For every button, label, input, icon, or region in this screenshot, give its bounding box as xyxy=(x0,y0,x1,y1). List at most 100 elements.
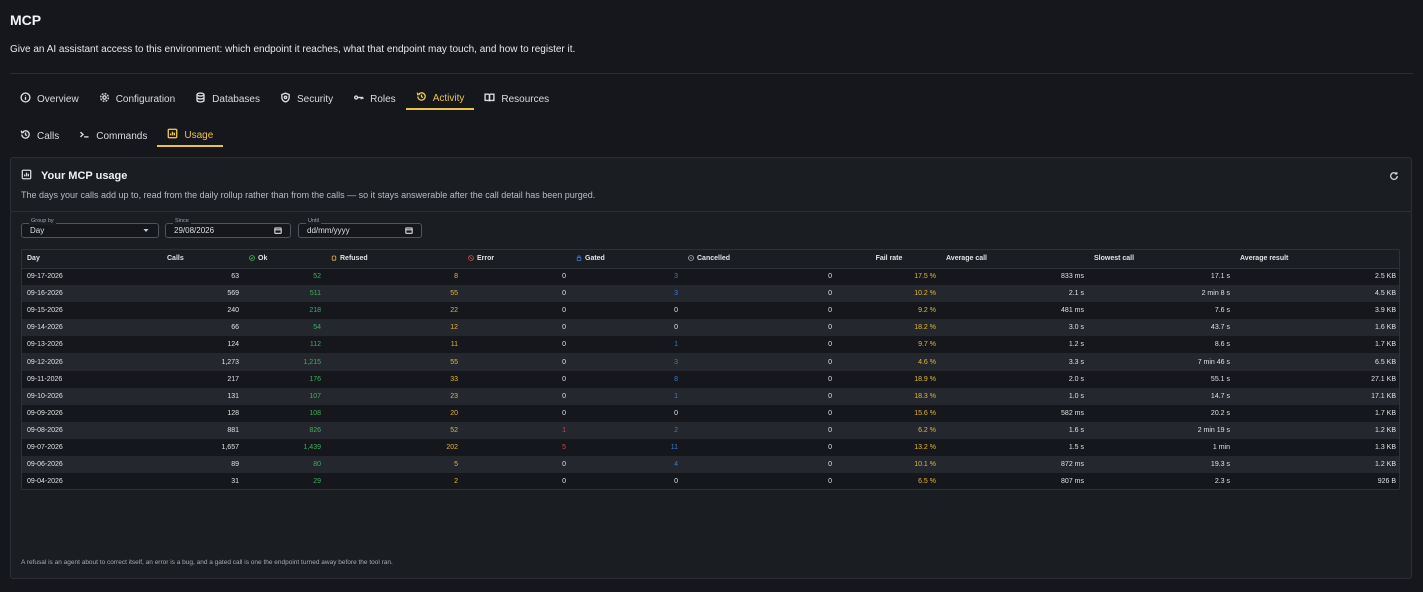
col-header-text: Refused xyxy=(340,255,368,263)
cell-average-call: 3.3 s xyxy=(941,353,1089,371)
col-header-average-call[interactable]: Average call xyxy=(941,250,1089,269)
tab-security[interactable]: Security xyxy=(270,88,343,110)
info-icon xyxy=(20,92,31,106)
cell-calls: 63 xyxy=(162,268,244,286)
col-header-slowest-call[interactable]: Slowest call xyxy=(1089,250,1235,269)
cell-error: 5 xyxy=(463,438,571,457)
cell-day: 09-12-2026 xyxy=(22,353,162,371)
cell-calls: 217 xyxy=(162,370,244,388)
cell-day: 09-07-2026 xyxy=(22,438,162,457)
table-row[interactable]: 09-04-2026 31 29 2 0 0 0 6.5 % 807 ms 2.3 s 926 B xyxy=(22,473,1399,489)
table-row[interactable]: 09-06-2026 89 80 5 0 4 0 10.1 % 872 ms 19.3 s 1.2 … xyxy=(22,456,1399,474)
tab-commands[interactable]: Commands xyxy=(69,125,157,147)
table-header-row: Day Calls Ok Refused Error Gated Cancell… xyxy=(22,250,1399,269)
col-header-day[interactable]: Day xyxy=(22,250,162,269)
history-icon xyxy=(416,91,427,105)
cell-ok: 52 xyxy=(244,268,326,286)
cell-error: 0 xyxy=(463,473,571,489)
table-row[interactable]: 09-17-2026 63 52 8 0 3 0 17.5 % 833 ms 17.1 s 2.5 … xyxy=(22,268,1399,286)
cell-gated: 1 xyxy=(571,336,683,354)
col-header-fail-rate[interactable]: Fail rate xyxy=(837,250,941,269)
cell-day: 09-10-2026 xyxy=(22,387,162,405)
cell-cancelled: 0 xyxy=(683,302,837,320)
hand-icon xyxy=(331,255,337,261)
cell-average-call: 1.6 s xyxy=(941,421,1089,439)
tab-roles[interactable]: Roles xyxy=(343,88,406,110)
cell-slowest-call: 7 min 46 s xyxy=(1089,353,1235,371)
cell-ok: 112 xyxy=(244,336,326,354)
table-row[interactable]: 09-11-2026 217 176 33 0 8 0 18.9 % 2.0 s 55.1 s 27… xyxy=(22,370,1399,388)
refresh-icon xyxy=(1389,170,1399,184)
cell-refused: 202 xyxy=(326,438,463,457)
tab-usage[interactable]: Usage xyxy=(157,125,224,147)
cell-gated: 4 xyxy=(571,456,683,474)
cell-slowest-call: 2.3 s xyxy=(1089,473,1235,489)
check-circle-icon xyxy=(249,255,255,262)
terminal-icon xyxy=(79,129,90,143)
table-row[interactable]: 09-10-2026 131 107 23 0 1 0 18.3 % 1.0 s 14.7 s 17… xyxy=(22,387,1399,405)
tab-label: Roles xyxy=(370,93,396,105)
refresh-button[interactable] xyxy=(1389,170,1401,182)
cell-ok: 108 xyxy=(244,404,326,422)
tab-activity[interactable]: Activity xyxy=(405,88,475,110)
cell-day: 09-16-2026 xyxy=(22,285,162,303)
since-date-input[interactable]: Since 29/08/2026 xyxy=(165,218,291,238)
table-row[interactable]: 09-14-2026 66 54 12 0 0 0 18.2 % 3.0 s 43.7 s 1.6 … xyxy=(22,319,1399,337)
since-value: 29/08/2026 xyxy=(174,226,215,235)
tab-label: Commands xyxy=(96,130,148,142)
col-header-error[interactable]: Error xyxy=(463,250,571,269)
tab-calls[interactable]: Calls xyxy=(10,125,69,147)
until-date-input[interactable]: Until dd/mm/yyyy xyxy=(298,218,422,238)
database-icon xyxy=(195,92,206,106)
cell-fail-rate: 18.2 % xyxy=(837,319,941,337)
cell-slowest-call: 17.1 s xyxy=(1089,268,1235,286)
cell-average-call: 1.0 s xyxy=(941,387,1089,405)
cell-refused: 55 xyxy=(326,353,463,371)
cell-cancelled: 0 xyxy=(683,353,837,371)
cell-day: 09-15-2026 xyxy=(22,302,162,320)
cell-average-result: 1.2 KB xyxy=(1235,421,1399,439)
cell-gated: 3 xyxy=(571,353,683,371)
cell-refused: 55 xyxy=(326,285,463,303)
table-row[interactable]: 09-15-2026 240 218 22 0 0 0 9.2 % 481 ms 7.6 s 3.9… xyxy=(22,302,1399,320)
cell-slowest-call: 55.1 s xyxy=(1089,370,1235,388)
col-header-calls[interactable]: Calls xyxy=(162,250,244,269)
col-header-average-result[interactable]: Average result xyxy=(1235,250,1399,269)
cell-fail-rate: 13.2 % xyxy=(837,438,941,457)
cell-cancelled: 0 xyxy=(683,438,837,457)
cell-cancelled: 0 xyxy=(683,336,837,354)
col-header-text: Error xyxy=(477,255,495,263)
table-row[interactable]: 09-13-2026 124 112 11 0 1 0 9.7 % 1.2 s 8.6 s 1.7 … xyxy=(22,336,1399,354)
col-header-text: Cancelled xyxy=(697,255,731,263)
cell-refused: 8 xyxy=(326,268,463,286)
col-header-cancelled[interactable]: Cancelled xyxy=(683,250,837,269)
cell-average-result: 1.6 KB xyxy=(1235,319,1399,337)
cell-gated: 1 xyxy=(571,387,683,405)
cell-ok: 826 xyxy=(244,421,326,439)
cancel-circle-icon xyxy=(688,255,694,262)
tab-configuration[interactable]: Configuration xyxy=(89,88,185,110)
cell-error: 0 xyxy=(463,268,571,286)
cell-fail-rate: 6.2 % xyxy=(837,421,941,439)
cell-ok: 80 xyxy=(244,456,326,474)
cell-refused: 5 xyxy=(326,456,463,474)
page-title: MCP xyxy=(10,12,42,28)
cell-ok: 29 xyxy=(244,473,326,489)
book-icon xyxy=(484,92,495,106)
tab-overview[interactable]: Overview xyxy=(10,88,89,110)
tab-resources[interactable]: Resources xyxy=(474,88,559,110)
group-by-label: Group by xyxy=(29,218,56,225)
col-header-ok[interactable]: Ok xyxy=(244,250,326,269)
col-header-refused[interactable]: Refused xyxy=(326,250,463,269)
group-by-select[interactable]: Group by Day xyxy=(21,218,159,238)
cell-fail-rate: 17.5 % xyxy=(837,268,941,286)
col-header-gated[interactable]: Gated xyxy=(571,250,683,269)
tab-databases[interactable]: Databases xyxy=(185,88,270,110)
tab-label: Activity xyxy=(432,92,465,104)
cell-error: 0 xyxy=(463,370,571,388)
